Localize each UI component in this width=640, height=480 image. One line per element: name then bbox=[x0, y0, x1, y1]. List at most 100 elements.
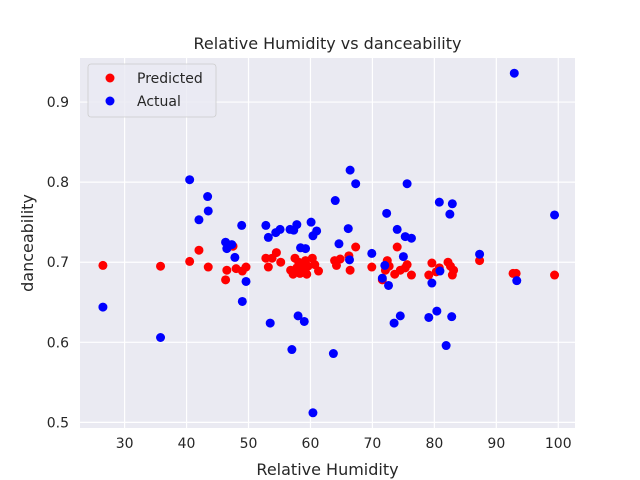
x-tick-label: 90 bbox=[487, 436, 505, 452]
point-actual bbox=[292, 220, 302, 230]
point-actual bbox=[384, 280, 394, 290]
point-predicted bbox=[271, 248, 281, 258]
point-actual bbox=[402, 179, 412, 189]
y-tick-label: 0.5 bbox=[47, 415, 69, 431]
point-actual bbox=[367, 248, 377, 258]
y-tick-label: 0.8 bbox=[47, 175, 69, 191]
point-actual bbox=[237, 296, 247, 306]
x-tick-label: 50 bbox=[240, 436, 258, 452]
point-actual bbox=[230, 252, 240, 262]
x-tick-label: 30 bbox=[116, 436, 134, 452]
point-actual bbox=[156, 333, 166, 343]
point-actual bbox=[98, 302, 108, 312]
point-actual bbox=[398, 252, 408, 262]
x-tick-label: 80 bbox=[425, 436, 443, 452]
point-predicted bbox=[314, 266, 324, 276]
point-actual bbox=[263, 232, 273, 242]
legend-marker-predicted bbox=[105, 73, 115, 83]
point-actual bbox=[330, 196, 340, 206]
point-actual bbox=[334, 239, 344, 249]
point-actual bbox=[308, 408, 318, 418]
point-actual bbox=[203, 206, 213, 216]
point-actual bbox=[432, 306, 442, 316]
point-actual bbox=[447, 312, 457, 322]
point-actual bbox=[377, 273, 387, 283]
point-actual bbox=[293, 311, 303, 321]
point-predicted bbox=[427, 258, 437, 268]
point-predicted bbox=[475, 256, 485, 266]
point-predicted bbox=[302, 269, 312, 279]
point-actual bbox=[427, 278, 437, 288]
legend-label-predicted: Predicted bbox=[137, 71, 203, 87]
point-actual bbox=[265, 318, 275, 328]
point-actual bbox=[392, 224, 402, 234]
point-predicted bbox=[194, 245, 204, 255]
point-actual bbox=[550, 210, 560, 220]
point-predicted bbox=[335, 254, 345, 264]
plot-background bbox=[80, 58, 575, 428]
point-predicted bbox=[367, 262, 377, 272]
point-actual bbox=[241, 276, 251, 286]
point-actual bbox=[395, 311, 405, 321]
point-actual bbox=[435, 266, 445, 276]
point-actual bbox=[351, 179, 361, 189]
point-actual bbox=[424, 312, 434, 322]
point-predicted bbox=[156, 261, 166, 271]
legend-marker-actual bbox=[105, 96, 115, 106]
point-actual bbox=[380, 260, 390, 270]
point-actual bbox=[275, 224, 285, 234]
x-tick-labels: 30 40 50 60 70 80 90 100 bbox=[116, 436, 572, 452]
point-predicted bbox=[345, 265, 355, 275]
point-actual bbox=[299, 316, 309, 326]
point-predicted bbox=[351, 242, 361, 252]
point-actual bbox=[389, 318, 399, 328]
legend-box bbox=[87, 63, 217, 118]
point-actual bbox=[512, 276, 522, 286]
x-tick-label: 60 bbox=[302, 436, 320, 452]
point-actual bbox=[509, 68, 519, 78]
point-predicted bbox=[402, 260, 412, 270]
x-tick-label: 40 bbox=[178, 436, 196, 452]
point-actual bbox=[447, 199, 457, 209]
point-predicted bbox=[222, 265, 232, 275]
point-actual bbox=[227, 240, 237, 250]
point-actual bbox=[345, 165, 355, 175]
legend: Predicted Actual bbox=[87, 63, 217, 118]
point-predicted bbox=[392, 242, 402, 252]
point-predicted bbox=[424, 270, 434, 280]
point-actual bbox=[194, 215, 204, 225]
y-axis-label: danceability bbox=[18, 194, 37, 292]
chart-title: Relative Humidity vs danceability bbox=[194, 34, 462, 53]
x-tick-label: 100 bbox=[545, 436, 572, 452]
point-actual bbox=[382, 208, 392, 218]
grid bbox=[80, 58, 575, 428]
point-actual bbox=[306, 217, 316, 227]
point-actual bbox=[406, 233, 416, 243]
point-actual bbox=[261, 220, 271, 230]
point-predicted bbox=[203, 262, 213, 272]
point-actual bbox=[328, 349, 338, 359]
point-actual bbox=[434, 197, 444, 207]
y-tick-label: 0.6 bbox=[47, 335, 69, 351]
point-predicted bbox=[241, 262, 251, 272]
point-actual bbox=[185, 175, 195, 185]
point-predicted bbox=[550, 270, 560, 280]
point-actual bbox=[343, 224, 353, 234]
y-tick-label: 0.9 bbox=[47, 95, 69, 111]
point-predicted bbox=[406, 270, 416, 280]
point-actual bbox=[301, 244, 311, 254]
y-tick-labels: 0.5 0.6 0.7 0.8 0.9 bbox=[47, 95, 69, 431]
point-predicted bbox=[221, 275, 231, 285]
point-actual bbox=[441, 341, 451, 351]
point-predicted bbox=[511, 268, 521, 278]
point-actual bbox=[475, 249, 485, 259]
data-points bbox=[98, 68, 560, 418]
point-actual bbox=[344, 255, 354, 265]
point-actual bbox=[445, 209, 455, 219]
point-predicted bbox=[449, 265, 459, 275]
x-axis-label: Relative Humidity bbox=[256, 460, 398, 479]
point-predicted bbox=[185, 256, 195, 266]
legend-label-actual: Actual bbox=[137, 94, 181, 110]
point-actual bbox=[237, 220, 247, 230]
